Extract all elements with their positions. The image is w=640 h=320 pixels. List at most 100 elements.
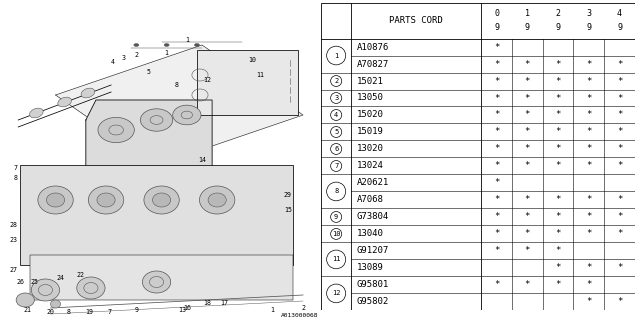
Text: 15021: 15021	[356, 76, 383, 85]
Text: *: *	[617, 76, 622, 85]
Text: 9: 9	[556, 23, 561, 32]
Text: *: *	[617, 263, 622, 272]
Text: 7: 7	[334, 163, 339, 169]
Text: *: *	[525, 246, 530, 255]
Text: 11: 11	[257, 72, 264, 78]
Text: 13024: 13024	[356, 162, 383, 171]
Text: 11: 11	[332, 256, 340, 262]
Text: *: *	[494, 76, 499, 85]
Polygon shape	[56, 45, 303, 165]
Text: 14: 14	[198, 157, 206, 163]
Text: *: *	[525, 76, 530, 85]
Text: G95801: G95801	[356, 280, 389, 289]
Ellipse shape	[31, 279, 60, 301]
Text: 8: 8	[334, 188, 339, 195]
Text: *: *	[494, 179, 499, 188]
Text: *: *	[617, 60, 622, 68]
Text: 8: 8	[67, 309, 70, 315]
Bar	[30, 255, 293, 300]
Ellipse shape	[81, 88, 95, 98]
Text: 17: 17	[220, 300, 228, 306]
Text: *: *	[586, 110, 591, 119]
Text: *: *	[586, 229, 591, 238]
Ellipse shape	[77, 277, 105, 299]
Text: A7068: A7068	[356, 196, 383, 204]
Text: 25: 25	[30, 279, 38, 285]
Text: 4: 4	[334, 112, 339, 118]
Text: *: *	[494, 196, 499, 204]
Text: 4: 4	[111, 59, 115, 65]
Text: 3: 3	[121, 55, 125, 61]
Ellipse shape	[152, 193, 171, 207]
Text: 27: 27	[9, 267, 17, 273]
Text: *: *	[525, 110, 530, 119]
Text: G73804: G73804	[356, 212, 389, 221]
Text: *: *	[556, 76, 561, 85]
Ellipse shape	[38, 186, 73, 214]
Text: 9: 9	[525, 23, 530, 32]
Text: *: *	[494, 60, 499, 68]
Text: *: *	[617, 93, 622, 102]
Ellipse shape	[98, 117, 134, 143]
Text: 13: 13	[178, 307, 186, 313]
Text: *: *	[617, 212, 622, 221]
Text: *: *	[586, 127, 591, 137]
Text: *: *	[494, 280, 499, 289]
Text: *: *	[617, 229, 622, 238]
Text: *: *	[586, 76, 591, 85]
Ellipse shape	[29, 108, 43, 118]
Text: 9: 9	[334, 214, 339, 220]
Text: *: *	[556, 110, 561, 119]
Text: 9: 9	[134, 307, 138, 313]
Text: *: *	[586, 93, 591, 102]
Text: 1: 1	[525, 9, 530, 18]
Text: 29: 29	[284, 192, 292, 198]
Text: *: *	[586, 196, 591, 204]
Text: *: *	[586, 263, 591, 272]
Ellipse shape	[97, 193, 115, 207]
Ellipse shape	[143, 271, 171, 293]
Text: *: *	[494, 144, 499, 154]
Text: 13020: 13020	[356, 144, 383, 154]
Text: *: *	[617, 144, 622, 154]
Text: *: *	[494, 162, 499, 171]
Text: *: *	[556, 196, 561, 204]
Text: *: *	[556, 280, 561, 289]
Ellipse shape	[47, 193, 65, 207]
Text: 4: 4	[617, 9, 622, 18]
Text: *: *	[494, 43, 499, 52]
Text: *: *	[617, 127, 622, 137]
Polygon shape	[86, 100, 212, 175]
Text: 0: 0	[494, 9, 499, 18]
Text: 12: 12	[203, 77, 211, 83]
Text: *: *	[494, 127, 499, 137]
Text: *: *	[586, 212, 591, 221]
Text: *: *	[556, 162, 561, 171]
Text: 2: 2	[556, 9, 561, 18]
Text: 15: 15	[284, 207, 292, 213]
Text: 6: 6	[334, 146, 339, 152]
Text: A013000068: A013000068	[281, 313, 318, 318]
Ellipse shape	[173, 105, 201, 125]
Text: *: *	[525, 280, 530, 289]
Text: *: *	[617, 110, 622, 119]
Text: *: *	[525, 144, 530, 154]
Text: A20621: A20621	[356, 179, 389, 188]
Text: *: *	[586, 60, 591, 68]
Text: 9: 9	[494, 23, 499, 32]
Text: 1: 1	[185, 37, 189, 43]
Text: *: *	[617, 297, 622, 307]
Text: *: *	[556, 229, 561, 238]
Text: 26: 26	[16, 279, 24, 285]
Text: 5: 5	[147, 69, 150, 75]
Text: *: *	[586, 144, 591, 154]
Text: 20: 20	[47, 309, 54, 315]
Text: *: *	[586, 162, 591, 171]
Text: 3: 3	[586, 9, 591, 18]
Text: *: *	[525, 162, 530, 171]
Text: *: *	[617, 196, 622, 204]
Text: 16: 16	[183, 305, 191, 311]
Text: 8: 8	[175, 82, 179, 88]
Text: 1: 1	[164, 50, 169, 56]
Text: PARTS CORD: PARTS CORD	[389, 16, 443, 25]
